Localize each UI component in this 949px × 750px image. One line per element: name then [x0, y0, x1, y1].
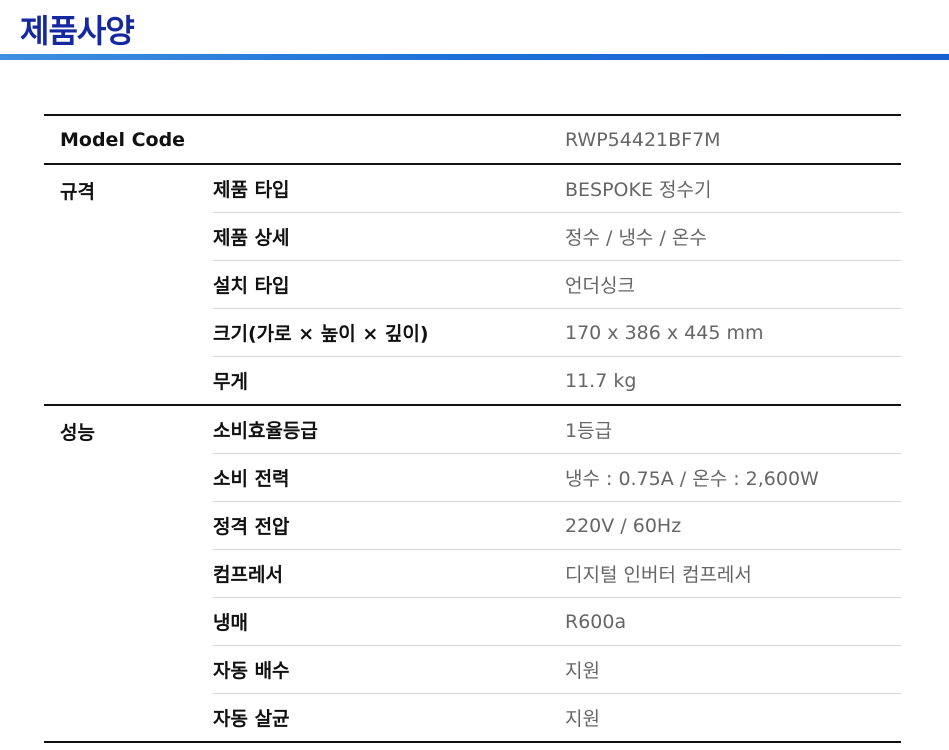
spec-label: 냉매	[213, 597, 565, 646]
spec-row: 무게 11.7 kg	[44, 356, 901, 406]
spec-value: 정수 / 냉수 / 온수	[565, 212, 901, 261]
spec-label: 무게	[213, 356, 565, 406]
spec-value: 170 x 386 x 445 mm	[565, 308, 901, 357]
spec-label: 정격 전압	[213, 501, 565, 550]
spec-row: 설치 타입 언더싱크	[44, 260, 901, 309]
spec-value: BESPOKE 정수기	[565, 164, 901, 213]
spec-label: 컴프레서	[213, 549, 565, 598]
spec-value: 디지털 인버터 컴프레서	[565, 549, 901, 598]
model-code-row: Model Code RWP54421BF7M	[44, 114, 901, 165]
spec-row: 냉매 R600a	[44, 597, 901, 646]
spec-value: 11.7 kg	[565, 356, 901, 406]
page-title: 제품사양	[20, 12, 135, 50]
model-code-label: Model Code	[44, 114, 565, 165]
spec-label: 소비 전력	[213, 453, 565, 502]
spec-value: 220V / 60Hz	[565, 501, 901, 550]
model-code-value: RWP54421BF7M	[565, 114, 901, 165]
spec-label: 크기(가로 × 높이 × 깊이)	[213, 308, 565, 357]
spec-row: 컴프레서 디지털 인버터 컴프레서	[44, 549, 901, 598]
spec-label: 제품 타입	[213, 164, 565, 213]
spec-value: 냉수 : 0.75A / 온수 : 2,600W	[565, 453, 901, 502]
spec-label: 자동 배수	[213, 645, 565, 694]
spec-value: 지원	[565, 645, 901, 694]
spec-label: 제품 상세	[213, 212, 565, 261]
title-divider	[0, 54, 949, 60]
spec-value: 지원	[565, 693, 901, 743]
spec-row: 자동 살균 지원	[44, 693, 901, 743]
spec-label: 자동 살균	[213, 693, 565, 743]
spec-row: 성능 소비효율등급 1등급	[44, 405, 901, 743]
spec-group-name: 규격	[44, 164, 213, 406]
spec-row: 정격 전압 220V / 60Hz	[44, 501, 901, 550]
spec-row: 자동 배수 지원	[44, 645, 901, 694]
spec-value: 언더싱크	[565, 260, 901, 309]
spec-value: 1등급	[565, 405, 901, 454]
spec-row: 규격 제품 타입 BESPOKE 정수기	[44, 164, 901, 406]
spec-row: 제품 상세 정수 / 냉수 / 온수	[44, 212, 901, 261]
spec-row: 소비 전력 냉수 : 0.75A / 온수 : 2,600W	[44, 453, 901, 502]
spec-group-name: 성능	[44, 405, 213, 743]
spec-table: Model Code RWP54421BF7M 규격 제품 타입 BESPOKE 정…	[44, 114, 901, 743]
spec-row: 크기(가로 × 높이 × 깊이) 170 x 386 x 445 mm	[44, 308, 901, 357]
spec-value: R600a	[565, 597, 901, 646]
spec-label: 소비효율등급	[213, 405, 565, 454]
spec-label: 설치 타입	[213, 260, 565, 309]
